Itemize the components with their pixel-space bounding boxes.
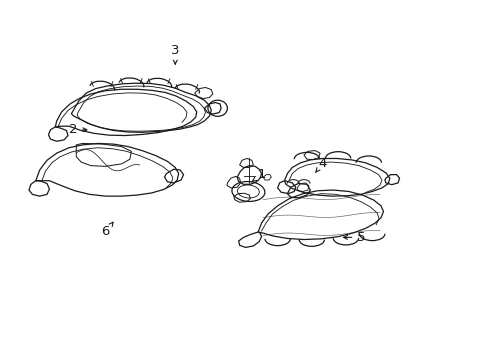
Text: 4: 4: [315, 157, 326, 172]
Text: 5: 5: [343, 231, 365, 244]
Text: 2: 2: [68, 123, 87, 136]
Text: 6: 6: [101, 222, 113, 238]
Text: 1: 1: [252, 168, 265, 181]
Text: 3: 3: [171, 44, 179, 64]
